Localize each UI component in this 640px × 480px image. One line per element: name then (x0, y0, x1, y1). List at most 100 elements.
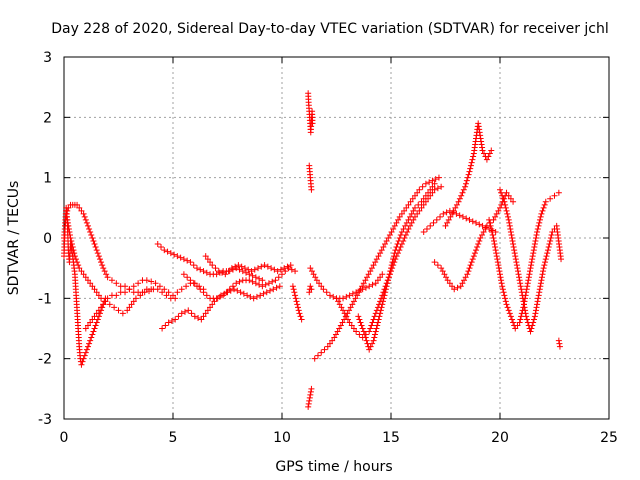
data-point (402, 231, 409, 238)
data-point (379, 271, 386, 278)
data-point (193, 265, 200, 272)
data-point (374, 277, 381, 284)
data-point (238, 263, 245, 270)
data-point (398, 228, 405, 235)
data-point (510, 244, 517, 251)
data-point (380, 298, 387, 305)
data-point (525, 274, 532, 281)
data-point (202, 310, 209, 317)
data-point (243, 269, 250, 276)
data-point (501, 292, 508, 299)
data-point (511, 250, 518, 257)
data-point (427, 222, 434, 229)
data-point (216, 293, 223, 300)
data-point (180, 256, 187, 263)
data-point (366, 346, 373, 353)
data-point (466, 216, 473, 223)
data-point (469, 156, 476, 163)
data-point (482, 225, 489, 232)
data-point (389, 259, 396, 266)
data-point (162, 322, 169, 329)
data-point (390, 225, 397, 232)
data-point (495, 207, 502, 214)
data-point (244, 292, 251, 299)
data-point (468, 259, 475, 266)
data-point (495, 262, 502, 269)
data-point (526, 271, 533, 278)
data-point (492, 247, 499, 254)
data-point (476, 221, 483, 228)
data-point (508, 231, 515, 238)
data-point (74, 201, 81, 208)
data-point (520, 301, 527, 308)
data-point (441, 271, 448, 278)
data-point (337, 322, 344, 329)
data-point (148, 278, 155, 285)
data-point (470, 253, 477, 260)
data-point (418, 198, 425, 205)
data-point (510, 198, 517, 205)
data-point (506, 222, 513, 229)
data-point (338, 304, 345, 311)
y-axis-label: SDTVAR / TECUs (6, 181, 22, 296)
data-point (432, 176, 439, 183)
data-point (66, 228, 73, 235)
data-point (532, 238, 539, 245)
data-point (68, 241, 75, 248)
data-point (219, 269, 226, 276)
data-point (542, 198, 549, 205)
data-point (396, 235, 403, 241)
data-point (477, 235, 484, 241)
data-point (80, 210, 87, 217)
data-point (368, 265, 375, 272)
data-point (357, 319, 364, 326)
data-point (252, 280, 259, 287)
data-point (184, 274, 191, 281)
data-point (539, 207, 546, 214)
data-point (544, 250, 551, 257)
data-point (377, 250, 384, 257)
data-point (454, 284, 461, 291)
data-point (203, 269, 210, 276)
data-point (381, 292, 388, 299)
data-point (213, 295, 220, 302)
data-point (473, 219, 480, 226)
data-point (555, 337, 562, 344)
data-point (368, 322, 375, 329)
data-point (288, 266, 295, 273)
data-point (366, 328, 373, 335)
data-point (225, 268, 232, 275)
data-point (367, 343, 374, 350)
data-point (372, 280, 379, 287)
data-point (372, 328, 379, 335)
data-point (462, 180, 469, 187)
data-point (502, 204, 509, 211)
data-point (383, 238, 390, 245)
data-point (375, 316, 382, 323)
data-point (91, 241, 98, 248)
data-point (493, 250, 500, 257)
data-point (294, 304, 301, 311)
data-point (255, 265, 262, 272)
data-point (333, 295, 340, 302)
data-point (130, 298, 137, 305)
data-point (501, 198, 508, 205)
data-point (510, 319, 517, 326)
data-point (72, 256, 79, 263)
data-point (522, 307, 529, 314)
data-point (184, 257, 191, 264)
data-point (492, 213, 499, 220)
data-point (434, 185, 441, 192)
data-point (388, 265, 394, 272)
data-point (321, 346, 328, 353)
tick-labels: 0 5 10 15 20 25 -3 -2 -1 0 1 2 3 (38, 50, 618, 446)
data-point (362, 334, 369, 341)
data-point (207, 304, 214, 311)
data-point (259, 277, 266, 284)
data-point (536, 216, 543, 223)
data-point (435, 174, 442, 181)
data-point (289, 283, 296, 290)
data-point (529, 256, 536, 263)
data-point (503, 301, 510, 308)
data-point (281, 265, 288, 272)
